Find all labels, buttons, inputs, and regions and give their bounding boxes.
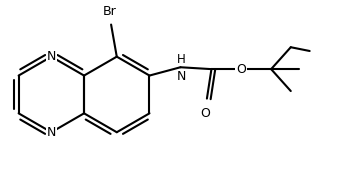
Text: N: N: [47, 50, 56, 63]
Text: N: N: [177, 70, 186, 83]
Text: O: O: [200, 107, 210, 120]
Text: Br: Br: [102, 5, 116, 18]
Text: H: H: [177, 53, 186, 66]
Text: O: O: [236, 63, 246, 76]
Text: N: N: [47, 126, 56, 139]
